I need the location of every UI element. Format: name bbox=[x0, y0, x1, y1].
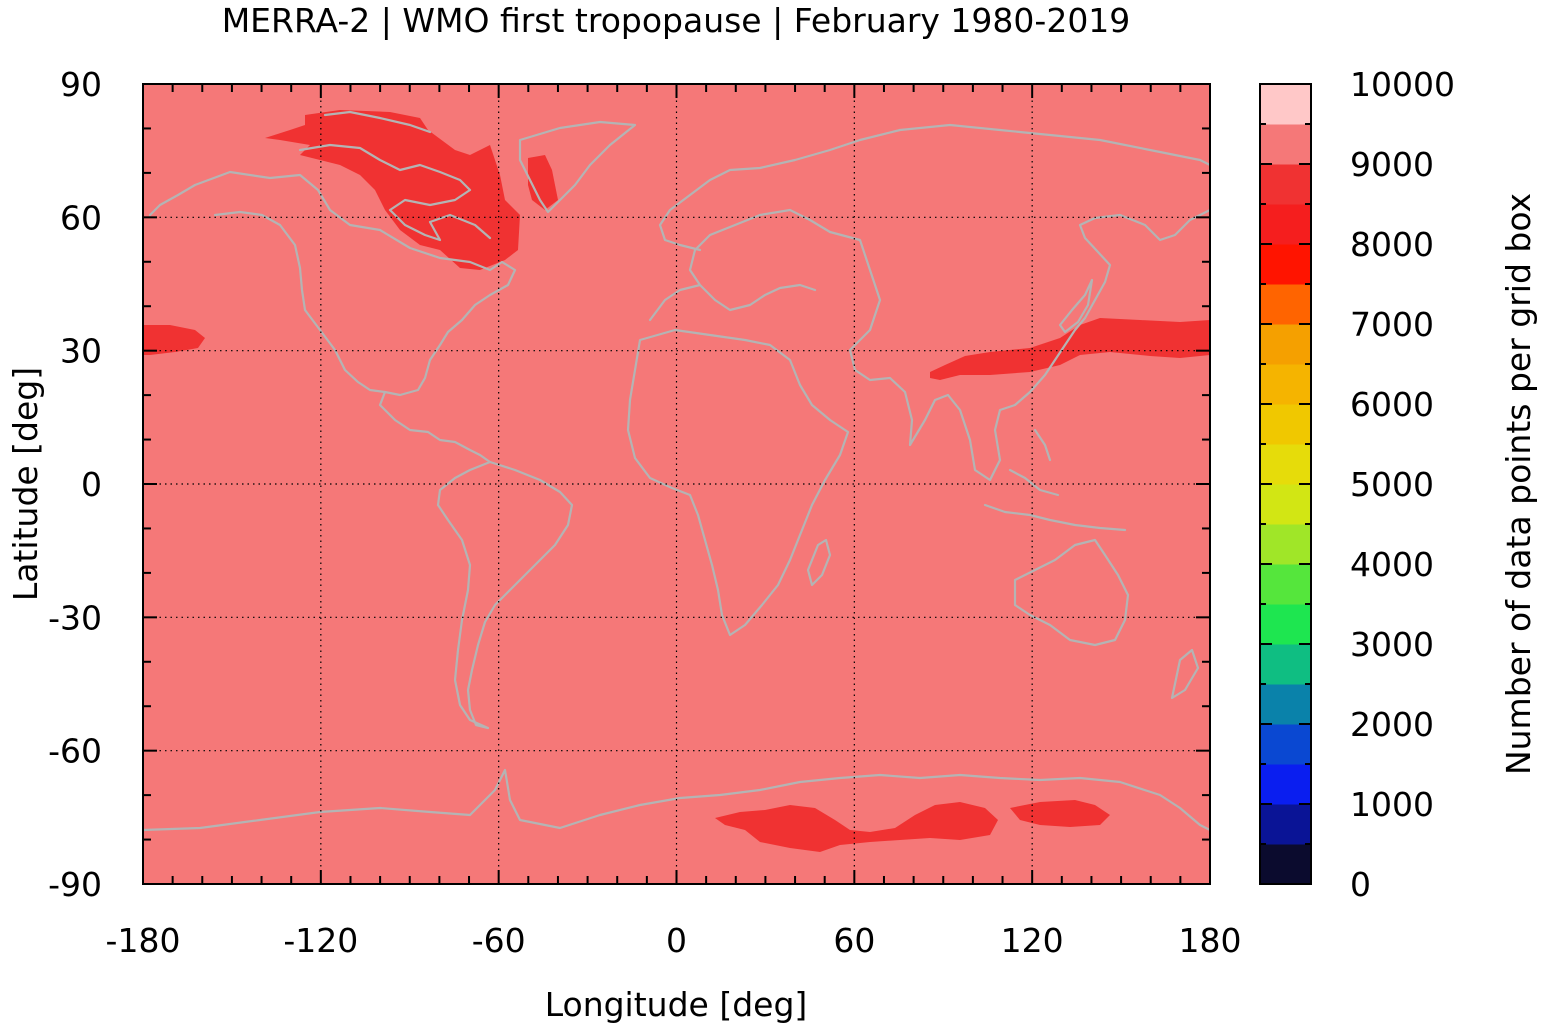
x-axis-label: Longitude [deg] bbox=[545, 985, 808, 1024]
colorbar-segment bbox=[1260, 124, 1311, 165]
region-north-pacific-west bbox=[143, 325, 205, 355]
x-tick-label: 120 bbox=[1001, 921, 1064, 960]
coast-madagascar bbox=[806, 538, 832, 587]
colorbar-tick-label: 6000 bbox=[1350, 385, 1434, 424]
coast-greenland bbox=[518, 120, 637, 214]
high-count-regions bbox=[143, 110, 1210, 852]
x-tick-label: -180 bbox=[106, 921, 181, 960]
y-tick-label: -30 bbox=[48, 598, 102, 637]
x-tick-label: 60 bbox=[833, 921, 875, 960]
axis-ticks bbox=[142, 83, 1211, 885]
colorbar-tick-label: 10000 bbox=[1350, 65, 1455, 104]
colorbar-frame bbox=[1259, 83, 1312, 885]
colorbar-tick-label: 4000 bbox=[1350, 545, 1434, 584]
colorbar-segments bbox=[1260, 84, 1311, 885]
colorbar-segment bbox=[1260, 484, 1311, 525]
coast-japan bbox=[1058, 278, 1094, 334]
colorbar-tick-label: 5000 bbox=[1350, 465, 1434, 504]
colorbar-tick-label: 3000 bbox=[1350, 625, 1434, 664]
x-tick-labels: -180 -120 -60 0 60 120 180 bbox=[106, 921, 1242, 960]
colorbar-tick-label: 9000 bbox=[1350, 145, 1434, 184]
region-canada-greenland bbox=[265, 110, 520, 270]
coast-africa bbox=[626, 328, 850, 637]
region-antarctica-east bbox=[715, 802, 998, 852]
grid-lines bbox=[143, 84, 1210, 884]
colorbar-segment bbox=[1260, 204, 1311, 245]
coast-south-america bbox=[436, 460, 574, 730]
colorbar-segment bbox=[1260, 764, 1311, 805]
map-area bbox=[143, 84, 1210, 884]
x-tick-label: 180 bbox=[1179, 921, 1242, 960]
coastlines bbox=[143, 110, 1210, 832]
region-east-asia-jet bbox=[930, 318, 1210, 380]
colorbar-segment bbox=[1260, 364, 1311, 405]
x-tick-label: -60 bbox=[472, 921, 526, 960]
y-tick-label: -60 bbox=[48, 732, 102, 771]
colorbar-segment bbox=[1260, 84, 1311, 125]
region-antarctica-far-east bbox=[1010, 800, 1110, 827]
colorbar-segment bbox=[1260, 524, 1311, 565]
colorbar-segment bbox=[1260, 444, 1311, 485]
coast-indonesia bbox=[983, 428, 1127, 532]
colorbar-tick-label: 0 bbox=[1350, 865, 1371, 904]
colorbar-segment bbox=[1260, 244, 1311, 285]
colorbar-segment bbox=[1260, 564, 1311, 605]
colorbar-segment bbox=[1260, 404, 1311, 445]
y-tick-label: 0 bbox=[81, 465, 102, 504]
x-tick-label: 0 bbox=[666, 921, 687, 960]
colorbar-label: Number of data points per grid box bbox=[1499, 193, 1538, 775]
colorbar: 0 1000 2000 3000 4000 5000 6000 7000 8000 9000 100… bbox=[1259, 65, 1455, 904]
coast-arctic-islands bbox=[298, 110, 492, 242]
coast-antarctica bbox=[143, 768, 1210, 832]
colorbar-segment bbox=[1260, 804, 1311, 845]
y-axis-label: Latitude [deg] bbox=[6, 367, 45, 601]
colorbar-segment bbox=[1260, 324, 1311, 365]
colorbar-segment bbox=[1260, 724, 1311, 765]
colorbar-tick-labels: 0 1000 2000 3000 4000 5000 6000 7000 8000 9000 100… bbox=[1350, 65, 1455, 904]
coast-asia bbox=[828, 123, 1210, 482]
y-tick-label: 30 bbox=[60, 332, 102, 371]
colorbar-tick-label: 8000 bbox=[1350, 225, 1434, 264]
coast-australia bbox=[1013, 538, 1130, 647]
colorbar-segment bbox=[1260, 644, 1311, 685]
colorbar-segment bbox=[1260, 604, 1311, 645]
region-greenland-south bbox=[528, 155, 558, 210]
coast-europe bbox=[648, 128, 902, 322]
colorbar-segment bbox=[1260, 684, 1311, 725]
y-tick-label: 90 bbox=[60, 65, 102, 104]
y-tick-label: 60 bbox=[60, 198, 102, 237]
x-tick-label: -120 bbox=[283, 921, 358, 960]
colorbar-tick-label: 7000 bbox=[1350, 305, 1434, 344]
colorbar-segment bbox=[1260, 164, 1311, 205]
coast-north-america bbox=[148, 170, 517, 464]
y-tick-labels: 90 60 30 0 -30 -60 -90 bbox=[48, 65, 102, 904]
colorbar-segment bbox=[1260, 844, 1311, 885]
colorbar-segment bbox=[1260, 284, 1311, 325]
colorbar-tick-label: 2000 bbox=[1350, 705, 1434, 744]
chart-title: MERRA-2 | WMO first tropopause | Februar… bbox=[222, 1, 1131, 40]
coast-new-zealand bbox=[1170, 648, 1200, 700]
colorbar-tick-label: 1000 bbox=[1350, 785, 1434, 824]
y-tick-label: -90 bbox=[48, 865, 102, 904]
